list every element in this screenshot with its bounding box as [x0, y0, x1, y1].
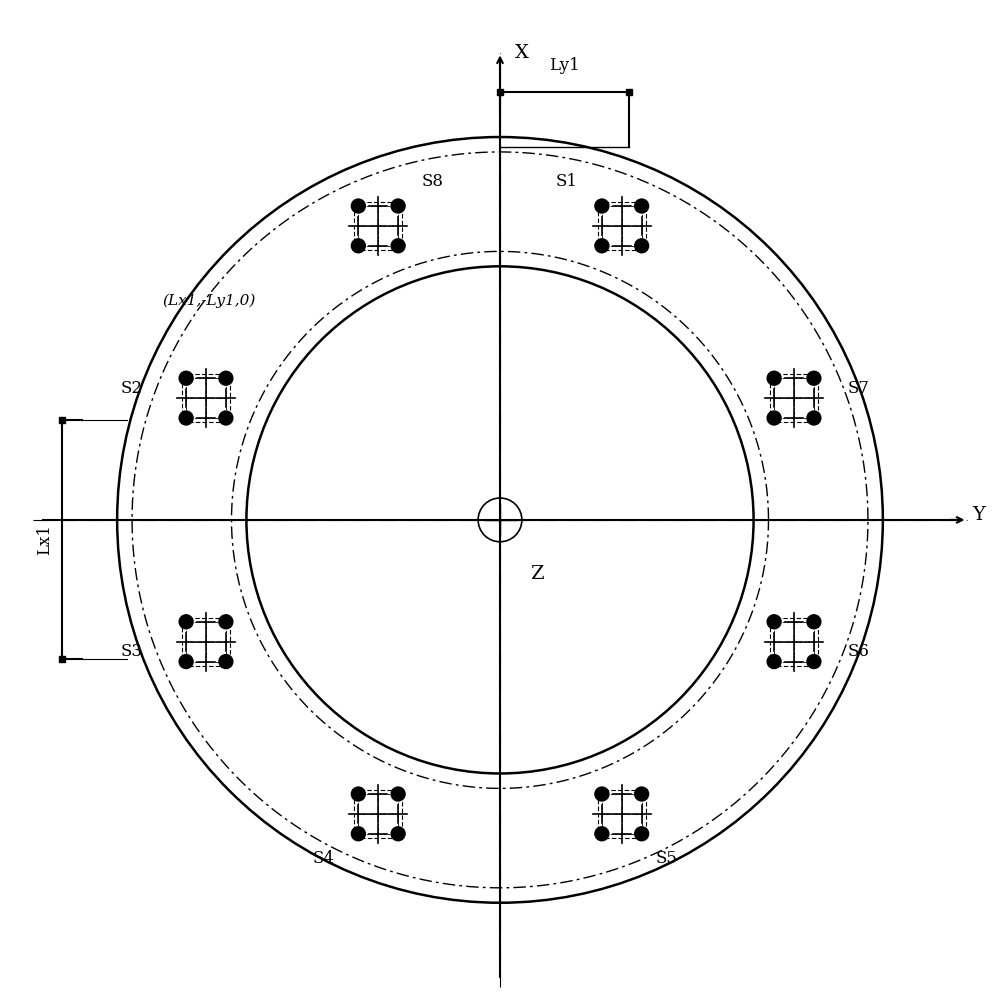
Text: S7: S7 [848, 380, 870, 397]
Circle shape [219, 371, 233, 385]
Circle shape [807, 655, 821, 669]
Bar [354, 790, 402, 838]
Circle shape [807, 371, 821, 385]
Circle shape [179, 615, 193, 629]
Circle shape [635, 827, 649, 841]
Circle shape [179, 411, 193, 425]
Circle shape [219, 615, 233, 629]
Text: Ly1: Ly1 [549, 57, 580, 74]
Circle shape [391, 239, 405, 253]
Text: (Lx1,-Ly1,0): (Lx1,-Ly1,0) [162, 294, 255, 308]
Circle shape [391, 827, 405, 841]
Circle shape [219, 655, 233, 669]
Bar [182, 618, 230, 666]
Circle shape [351, 827, 365, 841]
Circle shape [767, 655, 781, 669]
Text: S5: S5 [656, 850, 677, 867]
Circle shape [767, 615, 781, 629]
Circle shape [351, 787, 365, 801]
Bar [770, 374, 818, 422]
Circle shape [391, 199, 405, 213]
Circle shape [595, 199, 609, 213]
Circle shape [635, 199, 649, 213]
Circle shape [595, 787, 609, 801]
Circle shape [595, 239, 609, 253]
Circle shape [179, 371, 193, 385]
Circle shape [807, 615, 821, 629]
Text: S8: S8 [422, 173, 444, 190]
Circle shape [219, 411, 233, 425]
Circle shape [391, 787, 405, 801]
Text: Y: Y [972, 506, 985, 524]
Bar [770, 618, 818, 666]
Circle shape [351, 239, 365, 253]
Circle shape [595, 827, 609, 841]
Circle shape [351, 199, 365, 213]
Text: Lx1: Lx1 [36, 524, 53, 555]
Text: S3: S3 [120, 643, 142, 660]
Circle shape [767, 411, 781, 425]
Circle shape [767, 371, 781, 385]
Circle shape [179, 655, 193, 669]
Circle shape [635, 787, 649, 801]
Text: S4: S4 [313, 850, 335, 867]
Text: Z: Z [530, 565, 543, 583]
Bar [354, 202, 402, 250]
Text: S2: S2 [120, 380, 142, 397]
Text: S1: S1 [556, 173, 578, 190]
Bar [182, 374, 230, 422]
Text: X: X [515, 43, 529, 62]
Circle shape [635, 239, 649, 253]
Bar [598, 202, 646, 250]
Bar [598, 790, 646, 838]
Text: S6: S6 [848, 643, 870, 660]
Circle shape [807, 411, 821, 425]
